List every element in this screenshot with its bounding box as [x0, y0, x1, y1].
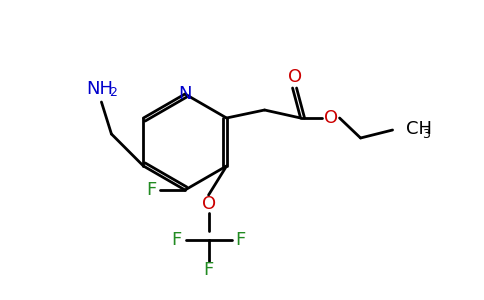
- Text: NH: NH: [86, 80, 113, 98]
- Text: O: O: [201, 195, 216, 213]
- Text: F: F: [235, 231, 246, 249]
- Text: 3: 3: [423, 128, 430, 140]
- Text: O: O: [323, 109, 338, 127]
- Text: F: F: [146, 181, 156, 199]
- Text: CH: CH: [406, 120, 432, 138]
- Text: O: O: [287, 68, 302, 86]
- Text: F: F: [203, 261, 214, 279]
- Text: 2: 2: [109, 86, 117, 100]
- Text: F: F: [171, 231, 182, 249]
- Text: N: N: [178, 85, 192, 103]
